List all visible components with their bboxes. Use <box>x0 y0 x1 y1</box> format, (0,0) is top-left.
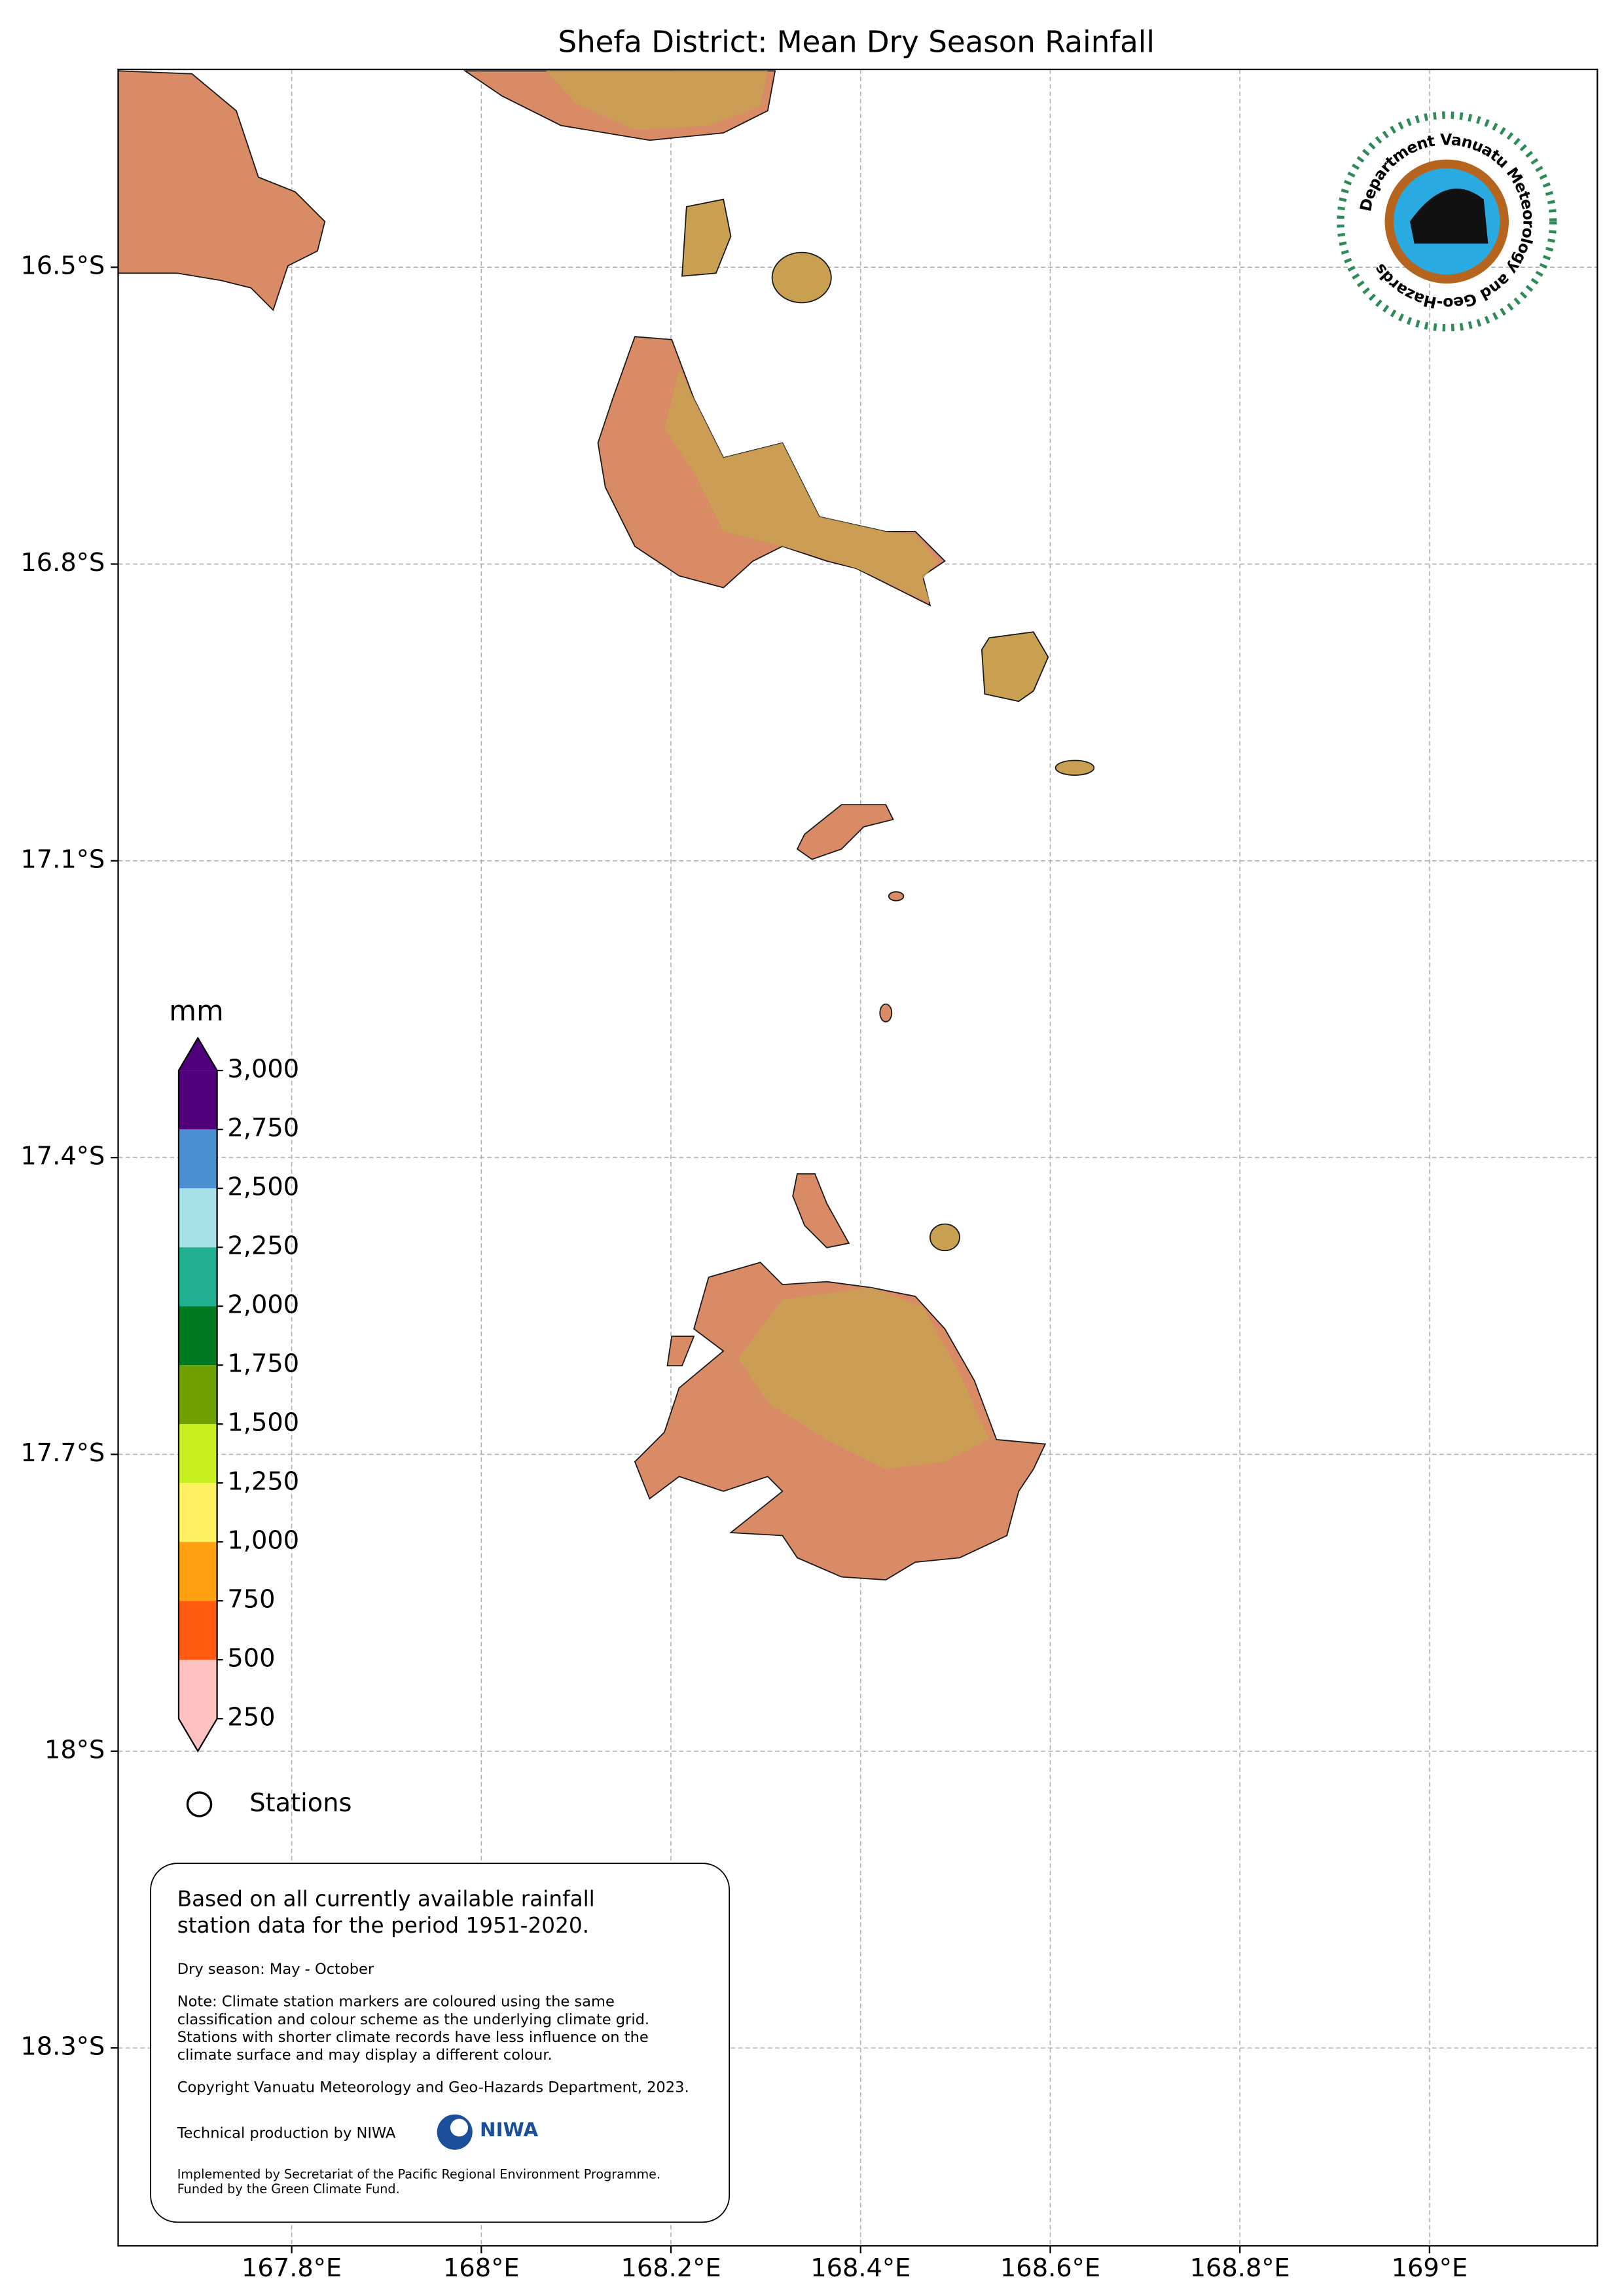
note-detail: Note: Climate station markers are colour… <box>177 1994 615 2011</box>
island-shade <box>738 1287 990 1470</box>
y-tick-label: 17.1°S <box>20 845 105 874</box>
note-copyright: Copyright Vanuatu Meteorology and Geo-Ha… <box>177 2079 689 2096</box>
colorbar-segment <box>178 1483 217 1542</box>
island-shade <box>664 369 938 603</box>
colorbar-tick-label: 3,000 <box>227 1055 299 1084</box>
niwa-icon-inner <box>450 2119 469 2137</box>
colorbar-segment <box>178 1247 217 1307</box>
colorbar-tick-label: 250 <box>227 1703 275 1732</box>
colorbar-segment <box>178 1424 217 1484</box>
colorbar-segment <box>178 1306 217 1366</box>
island <box>929 1223 960 1252</box>
colorbar-segment <box>178 1660 217 1719</box>
note-detail: Stations with shorter climate records ha… <box>177 2029 649 2046</box>
y-tick-label: 18°S <box>45 1735 105 1764</box>
colorbar-segment <box>178 1365 217 1425</box>
legend-marker <box>186 1791 213 1817</box>
y-tick-label: 16.5°S <box>20 251 105 281</box>
colorbar-unit: mm <box>169 995 223 1028</box>
y-tick-label: 17.4°S <box>20 1142 105 1171</box>
colorbar-tick-label: 2,750 <box>227 1114 299 1143</box>
colorbar-tick-label: 1,250 <box>227 1467 299 1497</box>
island <box>796 804 894 860</box>
x-tick-label: 168.4°E <box>810 2253 911 2283</box>
note-detail: classification and colour scheme as the … <box>177 2011 649 2028</box>
island <box>981 631 1049 702</box>
island <box>879 1003 893 1023</box>
ticks: 167.8°E 168°E 168.2°E 168.4°E 168.6°E 168.8°E… <box>20 251 1468 2283</box>
colorbar-tick-label: 2,500 <box>227 1173 299 1202</box>
x-tick-label: 169°E <box>1392 2253 1468 2283</box>
note-funding: Implemented by Secretariat of the Pacifi… <box>177 2167 660 2182</box>
logo-wreath <box>1337 111 1557 332</box>
y-tick-label: 17.7°S <box>20 1438 105 1468</box>
note-funding: Funded by the Green Climate Fund. <box>177 2181 400 2196</box>
colorbar-tick-label: 1,750 <box>227 1349 299 1379</box>
island <box>1055 759 1095 776</box>
logo-cloud <box>1409 189 1489 244</box>
colorbar-segment <box>178 1070 217 1130</box>
note-box: Based on all currently available rainfal… <box>150 1863 731 2223</box>
niwa-name: NIWA <box>480 2119 538 2141</box>
colorbar-tick-label: 500 <box>227 1644 275 1673</box>
colorbar-segment <box>178 1188 217 1248</box>
islands <box>117 70 1095 1581</box>
colorbar-tick-label: 1,500 <box>227 1408 299 1438</box>
x-tick-label: 168.8°E <box>1190 2253 1290 2283</box>
colorbar-tick-label: 2,000 <box>227 1290 299 1320</box>
island <box>681 198 732 277</box>
legend-label: Stations <box>249 1788 352 1817</box>
logo: Department Vanuatu Meteorology and Geo-H… <box>1337 111 1557 332</box>
colorbar-tick-label: 750 <box>227 1585 275 1614</box>
colorbar-segment <box>178 1542 217 1601</box>
colorbar-segment <box>178 1129 217 1189</box>
x-tick-label: 167.8°E <box>242 2253 342 2283</box>
island <box>117 70 326 312</box>
colorbar-segment <box>178 1601 217 1660</box>
y-tick-label: 18.3°S <box>20 2032 105 2062</box>
x-tick-label: 168.2°E <box>621 2253 721 2283</box>
island-shade <box>546 71 768 130</box>
note-detail: climate surface and may display a differ… <box>177 2047 552 2064</box>
colorbar-extend-high <box>178 1038 217 1071</box>
x-tick-label: 168°E <box>443 2253 520 2283</box>
y-tick-label: 16.8°S <box>20 548 105 577</box>
island <box>792 1173 850 1248</box>
note-intro: station data for the period 1951-2020. <box>177 1913 589 1938</box>
island <box>771 251 832 304</box>
colorbar-extend-low <box>178 1719 217 1751</box>
colorbar: mm 250 500 750 1,000 1,250 1,500 1,750 2,000 2,2… <box>169 995 299 1753</box>
island <box>666 1336 695 1367</box>
note-season: Dry season: May - October <box>177 1961 374 1978</box>
note-intro: Based on all currently available rainfal… <box>177 1887 595 1912</box>
note-production: Technical production by NIWA <box>177 2124 396 2141</box>
colorbar-tick-label: 1,000 <box>227 1526 299 1556</box>
note-frame <box>150 1863 731 2223</box>
x-tick-label: 168.6°E <box>1000 2253 1100 2283</box>
colorbar-tick-label: 2,250 <box>227 1231 299 1261</box>
legend: Stations <box>186 1788 352 1817</box>
island <box>888 891 905 902</box>
grid <box>118 69 1598 2246</box>
map-title: Shefa District: Mean Dry Season Rainfall <box>558 25 1154 60</box>
